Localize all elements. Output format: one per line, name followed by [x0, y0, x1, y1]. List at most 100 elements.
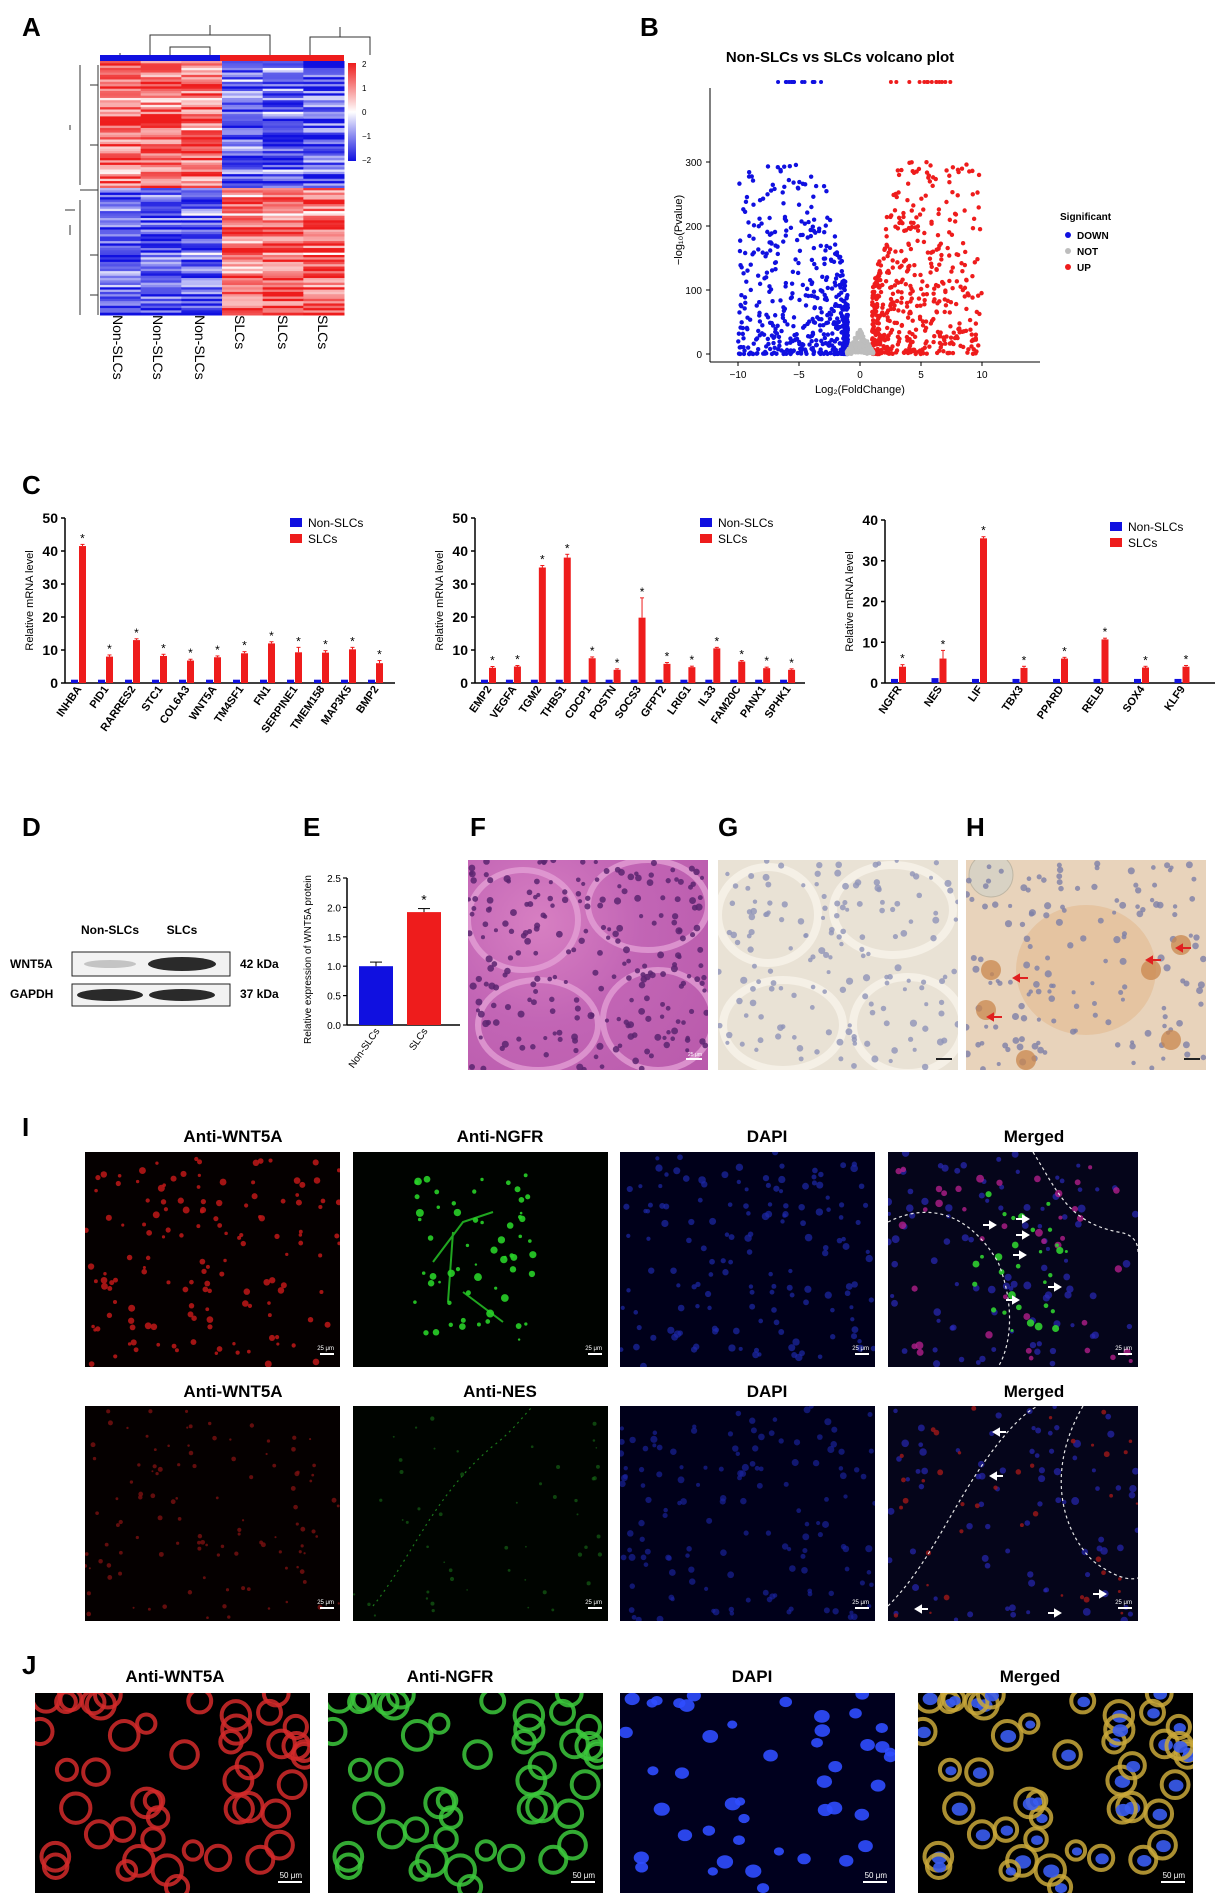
volcano-point-up: [950, 286, 955, 291]
heatmap-cell: [181, 294, 223, 298]
significance-star: *: [269, 629, 274, 643]
volcano-point-up: [971, 216, 977, 222]
volcano-point-up: [960, 268, 965, 274]
volcano-point-down: [742, 306, 747, 311]
heatmap-cell: [222, 231, 264, 235]
volcano-point-up: [920, 279, 925, 284]
volcano-point-up: [934, 267, 939, 272]
heatmap-cell: [303, 162, 345, 166]
volcano-point-up: [896, 330, 902, 335]
volcano-point-up: [963, 249, 968, 255]
y-tick-label: 20: [452, 609, 468, 625]
heatmap-cell: [181, 118, 223, 122]
heatmap-cell: [100, 121, 142, 124]
volcano-point-down: [782, 184, 787, 189]
heatmap-cell: [222, 164, 264, 168]
heatmap-cell: [140, 291, 182, 295]
volcano-point-down: [737, 351, 743, 357]
volcano-point-down: [824, 320, 829, 326]
volcano-point-up: [958, 284, 963, 289]
heatmap-cell: [100, 284, 142, 288]
significance-star: *: [1184, 652, 1189, 666]
volcano-legend-title: Significant: [1060, 212, 1112, 223]
volcano-point-down: [748, 350, 753, 356]
heatmap-cell: [222, 291, 264, 295]
volcano-point-up: [880, 305, 885, 310]
volcano-point-down: [781, 349, 786, 355]
heatmap-cell: [262, 155, 304, 159]
heatmap-cell: [262, 229, 304, 233]
heatmap-cell: [140, 192, 182, 196]
volcano-point-up: [873, 309, 879, 314]
heatmap-cell: [100, 151, 142, 154]
heatmap-cell: [100, 275, 142, 279]
heatmap-cell: [222, 65, 264, 69]
heatmap-cell: [181, 206, 223, 210]
bar-slcs: [160, 655, 167, 683]
volcano-point-down: [803, 293, 808, 298]
volcano-point-top: [783, 80, 788, 84]
volcano-point-up: [962, 294, 967, 299]
heatmap-cell: [100, 238, 142, 242]
blot-lane-label: SLCs: [167, 923, 198, 937]
volcano-point-up: [976, 172, 982, 178]
if-header: DAPI: [746, 1127, 788, 1146]
scale-bar-label: 25 μm: [585, 1346, 602, 1352]
volcano-point-up: [946, 350, 951, 356]
volcano-point-not: [855, 332, 860, 337]
heatmap-cell: [262, 109, 304, 113]
heatmap-cell: [140, 123, 182, 127]
if-header: DAPI: [731, 1667, 773, 1686]
volcano-point-not: [845, 351, 850, 356]
heatmap-cell: [181, 95, 223, 99]
volcano-point-up: [923, 193, 928, 198]
volcano-point-up: [951, 341, 956, 347]
heatmap-cell: [140, 104, 182, 108]
bar-slcs: [1142, 667, 1149, 683]
heatmap-cell: [140, 204, 182, 207]
heatmap-cell: [303, 109, 345, 113]
volcano-point-down: [775, 346, 781, 352]
heatmap-cell: [262, 213, 304, 217]
cell-wnt5a-image: 50 μm: [35, 1693, 310, 1893]
volcano-point-down: [814, 342, 819, 348]
heatmap-cell: [262, 208, 304, 212]
volcano-point-up: [947, 253, 952, 258]
blot-row-label: WNT5A: [10, 957, 53, 971]
heatmap-cell: [100, 79, 142, 83]
volcano-point-up: [967, 169, 972, 174]
category-label: BMP2: [354, 684, 381, 716]
volcano-point-up: [917, 314, 923, 319]
volcano-point-down: [835, 303, 840, 309]
heatmap-cell: [181, 287, 223, 291]
heatmap-cell: [222, 100, 264, 104]
heatmap-cell: [222, 229, 264, 233]
volcano-point-down: [782, 164, 787, 169]
volcano-point-up: [895, 260, 900, 265]
heatmap-cell: [100, 222, 142, 226]
heatmap-cell: [303, 220, 345, 224]
volcano-point-up: [939, 257, 944, 262]
heatmap-cell: [262, 266, 304, 270]
heatmap-cell: [100, 199, 142, 203]
heatmap-cell: [303, 91, 345, 94]
volcano-point-down: [814, 265, 819, 271]
heatmap-cell: [262, 190, 304, 194]
volcano-point-up: [875, 341, 880, 346]
volcano-point-down: [775, 244, 780, 249]
volcano-point-up: [979, 290, 984, 296]
significance-star: *: [161, 641, 166, 655]
heatmap-cell: [262, 97, 304, 101]
heatmap-cell: [262, 241, 304, 244]
significance-star: *: [1062, 644, 1067, 658]
category-label: NES: [922, 684, 945, 709]
heatmap-cell: [303, 65, 345, 69]
heatmap-cell: [140, 264, 182, 268]
volcano-point-up: [947, 341, 953, 346]
volcano-point-down: [770, 182, 775, 188]
volcano-point-down: [820, 274, 825, 280]
heatmap-colorscale: [348, 63, 356, 161]
volcano-point-down: [838, 297, 844, 302]
volcano-point-up: [905, 338, 910, 343]
heatmap-figure: 2 1 0 −1 −2 Non-SLCs Non-SLCs Non-SLCs S…: [65, 25, 372, 380]
